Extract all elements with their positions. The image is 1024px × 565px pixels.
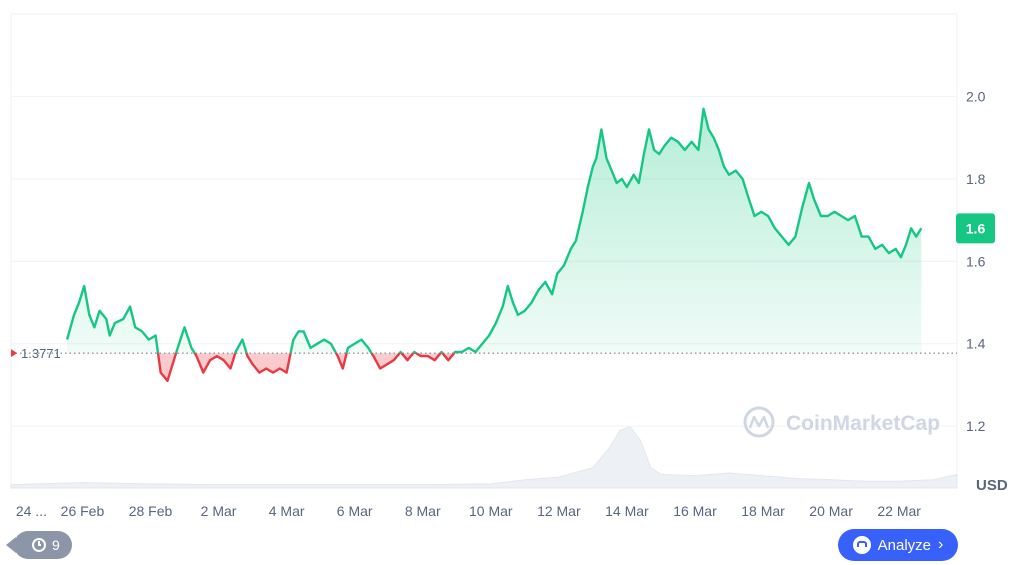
volume-area [10, 426, 958, 489]
history-count: 9 [52, 537, 60, 553]
coinmarketcap-logo-icon [743, 406, 775, 438]
current-price-badge: 1.6 [956, 213, 995, 244]
x-tick-label: 8 Mar [405, 503, 441, 519]
analyze-label: Analyze [877, 536, 932, 554]
volume-shape [10, 426, 958, 489]
x-tick-label: 22 Mar [877, 503, 921, 519]
baseline-arrow-icon [11, 349, 17, 358]
price-line-up [65, 107, 923, 354]
x-tick-label: 6 Mar [337, 503, 373, 519]
analyze-button[interactable]: Analyze › [838, 529, 958, 561]
price-line-down [156, 353, 476, 382]
baseline-marker: 1.3771 [11, 346, 61, 361]
current-price-value: 1.6 [966, 220, 986, 236]
watermark-text: CoinMarketCap [786, 412, 940, 435]
chevron-right-icon: › [938, 536, 944, 553]
x-tick-label: 18 Mar [741, 503, 785, 519]
price-fill [67, 108, 922, 381]
x-tick-label: 16 Mar [673, 503, 717, 519]
x-axis-ticks: 24 ... 26 Feb 28 Feb 2 Mar 4 Mar 6 Mar 8 Mar 10… [16, 503, 921, 519]
x-tick-label: 14 Mar [605, 503, 649, 519]
y-tick-label: 1.4 [966, 336, 986, 352]
y-axis-unit: USD [976, 477, 1008, 494]
x-tick-label: 12 Mar [537, 503, 581, 519]
history-button[interactable]: 9 [6, 531, 72, 559]
y-tick-label: 1.8 [966, 171, 986, 187]
y-tick-label: 2.0 [966, 88, 986, 104]
y-axis-ticks: 2.0 1.8 1.6 1.4 1.2 [966, 88, 986, 434]
x-tick-label: 2 Mar [201, 503, 237, 519]
x-tick-label: 20 Mar [809, 503, 853, 519]
watermark: CoinMarketCap [743, 406, 940, 438]
history-icon [32, 538, 46, 552]
x-tick-label: 24 ... [16, 503, 47, 519]
x-tick-label: 26 Feb [61, 503, 105, 519]
y-tick-label: 1.6 [966, 253, 986, 269]
price-fill-above [67, 108, 922, 354]
price-line [65, 107, 923, 382]
y-tick-label: 1.2 [966, 418, 986, 434]
price-fill-below [67, 353, 922, 381]
x-tick-label: 28 Feb [129, 503, 173, 519]
baseline-value: 1.3771 [21, 346, 61, 361]
x-tick-label: 10 Mar [469, 503, 513, 519]
x-tick-label: 4 Mar [269, 503, 305, 519]
analyze-icon [852, 536, 871, 554]
